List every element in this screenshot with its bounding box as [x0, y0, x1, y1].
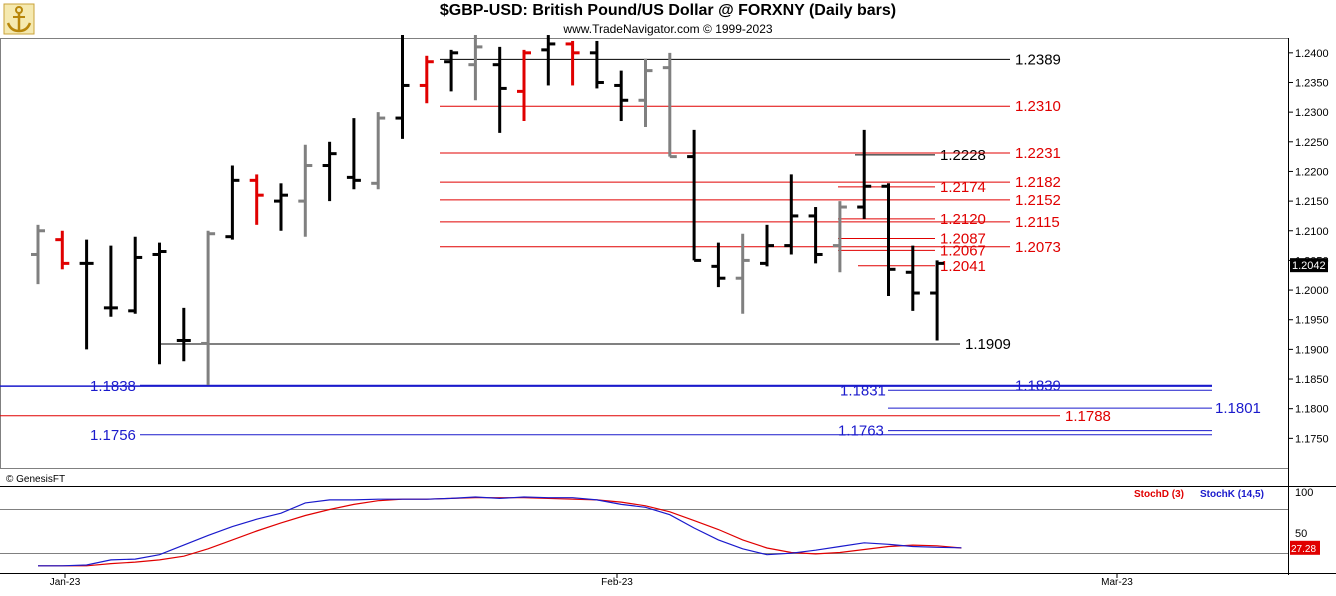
data-credit: © GenesisFT: [6, 474, 66, 485]
level-label-1-1763: 1.1763: [838, 423, 884, 440]
level-label-1-2041: 1.2041: [940, 258, 986, 275]
price-tick-label-8: 1.2000: [1295, 285, 1329, 297]
level-label-1-1839: 1.1839: [1015, 378, 1061, 395]
level-label-1-2174: 1.2174: [940, 179, 986, 196]
level-label-1-2067: 1.2067: [940, 242, 986, 259]
level-label-1-1756: 1.1756: [90, 427, 136, 444]
stoch-series-0-line: [38, 497, 962, 567]
axis-layer: 1.2400 1.2350 1.2300 1.2250 1.2200 1.2150 1.21…: [50, 48, 1329, 588]
price-tick-label-4: 1.2200: [1295, 166, 1329, 178]
price-tick-label-6: 1.2100: [1295, 226, 1329, 238]
price-tick-label-0: 1.2400: [1295, 48, 1329, 60]
level-layer: 1.2389 1.2310 1.2228 1.2231 1.2182 1.2174 1.21…: [0, 51, 1261, 444]
stoch-layer: [38, 496, 962, 567]
last-price-tag: [1290, 258, 1328, 273]
chart-title: $GBP-USD: British Pound/US Dollar @ FORX…: [439, 2, 897, 19]
legend-stoch-d: StochD (3): [1134, 489, 1184, 500]
time-tick-label-1: Feb-23: [601, 577, 633, 588]
level-label-1-2087: 1.2087: [940, 230, 986, 247]
price-tick-label-11: 1.1850: [1295, 374, 1329, 386]
price-tick-label-1: 1.2350: [1295, 77, 1329, 89]
price-tick-label-10: 1.1900: [1295, 344, 1329, 356]
last-price-tag-label: 1.2042: [1292, 260, 1326, 272]
chart-subtitle: www.TradeNavigator.com © 1999-2023: [563, 22, 773, 36]
stoch-tick-label-50: 50: [1295, 528, 1307, 540]
level-label-1-2182: 1.2182: [1015, 174, 1061, 191]
level-label-1-2115: 1.2115: [1015, 214, 1060, 231]
stoch-last-tag-label: 27.28: [1291, 544, 1316, 555]
level-label-1-1838: 1.1838: [90, 378, 136, 395]
price-tick-label-2: 1.2300: [1295, 107, 1329, 119]
level-label-1-1909: 1.1909: [965, 336, 1011, 353]
price-tick-label-12: 1.1800: [1295, 404, 1329, 416]
stoch-last-tag: [1290, 540, 1320, 555]
stoch-series-1-line: [38, 496, 962, 567]
level-label-1-2231: 1.2231: [1015, 145, 1061, 162]
level-label-1-2228: 1.2228: [940, 147, 986, 164]
level-label-1-1801: 1.1801: [1215, 400, 1261, 417]
time-tick-label-0: Jan-23: [50, 577, 81, 588]
level-label-1-2389: 1.2389: [1015, 51, 1061, 68]
level-label-1-2120: 1.2120: [940, 211, 986, 228]
price-tick-label-5: 1.2150: [1295, 196, 1329, 208]
stoch-tick-label-100: 100: [1295, 487, 1313, 499]
level-label-1-1831: 1.1831: [840, 382, 886, 399]
price-tick-label-13: 1.1750: [1295, 433, 1329, 445]
price-tick-label-9: 1.1950: [1295, 315, 1329, 327]
time-tick-label-2: Mar-23: [1101, 577, 1133, 588]
level-label-1-2073: 1.2073: [1015, 239, 1061, 256]
legend-stoch-k: StochK (14,5): [1200, 489, 1264, 500]
level-label-1-2152: 1.2152: [1015, 192, 1061, 209]
price-tick-label-3: 1.2250: [1295, 137, 1329, 149]
anchor-logo-icon: [3, 3, 35, 35]
bar-layer: [31, 35, 945, 385]
level-label-1-1788: 1.1788: [1065, 408, 1111, 425]
level-label-1-2310: 1.2310: [1015, 98, 1061, 115]
frame-layer: [0, 38, 1336, 575]
